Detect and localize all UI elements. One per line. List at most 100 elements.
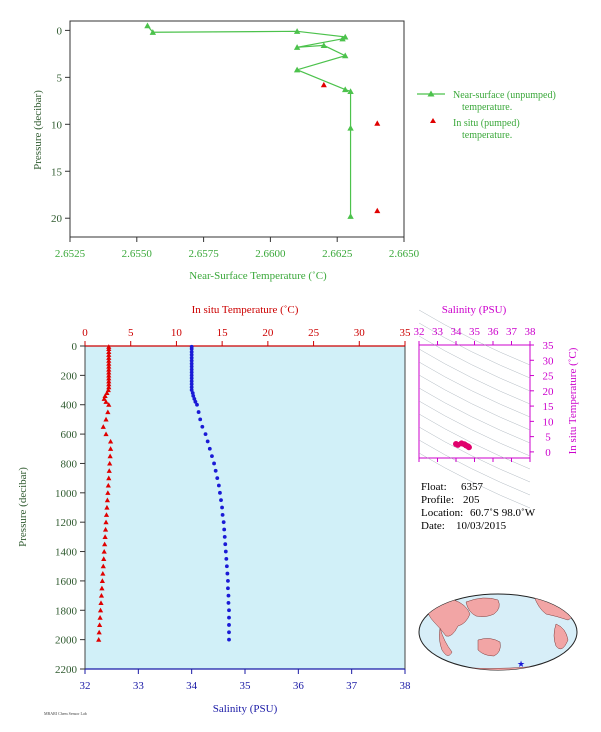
- ts-salinity-ticks: 32 33 34 35 36 37 38: [414, 326, 537, 462]
- main-series-layer: [96, 344, 231, 642]
- salinity-point: [189, 373, 194, 378]
- main-top-tick-label: 20: [262, 327, 274, 339]
- in-situ-temperature-point: [103, 416, 109, 422]
- top-x-tick-label: 2.6625: [322, 248, 353, 260]
- salinity-point: [189, 352, 194, 357]
- ts-y-tick-label: 25: [543, 371, 555, 383]
- date-label: Date:: [421, 520, 445, 532]
- ts-y-tick-label: 35: [543, 340, 555, 352]
- in-situ-temperature-point: [102, 541, 108, 547]
- in-situ-temperature-point: [102, 526, 109, 532]
- in-situ-temperature-point: [107, 460, 113, 466]
- near-surface-temperature-point: [149, 29, 157, 35]
- ts-y-tick-label: 20: [543, 386, 555, 398]
- ts-density-contour: [418, 374, 531, 431]
- in-situ-temperature-point: [106, 346, 112, 352]
- main-top-axis-label: In situ Temperature (˚C): [192, 304, 299, 316]
- in-situ-temperature-point: [320, 81, 327, 88]
- in-situ-temperature-point: [103, 512, 110, 517]
- ts-x-axis-label: Salinity (PSU): [442, 304, 507, 316]
- in-situ-temperature-point: [106, 384, 112, 390]
- near-surface-temperature-point: [347, 213, 354, 219]
- ts-y-tick-label: 10: [543, 416, 555, 428]
- footer-stamp: MBARI Chem Sensor Lab: [44, 711, 87, 716]
- salinity-point: [189, 364, 194, 369]
- salinity-point: [192, 396, 197, 401]
- top-x-tick-label: 2.6525: [55, 248, 86, 260]
- main-bottom-axis-label: Salinity (PSU): [213, 703, 278, 715]
- main-bottom-tick-label: 35: [240, 680, 252, 692]
- main-salinity-ticks: 32 33 34 35 36 37 38: [80, 669, 411, 692]
- main-top-tick-label: 30: [354, 327, 366, 339]
- top-x-tick-label: 2.6575: [188, 248, 219, 260]
- salinity-point: [222, 534, 227, 539]
- top-x-tick-label: 2.6650: [389, 248, 420, 260]
- main-pressure-ticks: 0 200 400 600 800 1000 1200 1400 1600 1800 2000 220…: [55, 341, 85, 676]
- salinity-point: [196, 410, 201, 414]
- top-x-tick-label: 2.6600: [255, 248, 286, 260]
- in-situ-temperature-point: [108, 446, 114, 451]
- salinity-point: [207, 446, 212, 451]
- salinity-point: [189, 370, 194, 375]
- ts-temperature-ticks: 0 5 10 15 20 25 30 35: [530, 340, 554, 459]
- ts-y-tick-label: 5: [545, 432, 551, 444]
- location-label: Location:: [421, 507, 463, 519]
- in-situ-temperature-point: [106, 372, 112, 378]
- salinity-point: [210, 454, 214, 459]
- ts-density-contour: [418, 387, 531, 444]
- salinity-point: [189, 355, 194, 360]
- top-x-ticks: 2.6525 2.6550 2.6575 2.6600 2.6625 2.6650: [55, 237, 420, 260]
- main-y-tick-label: 1200: [55, 517, 78, 529]
- pressure-profile-panel: 0 5 10 15 20 25 30 35 32 33 34 35 36 37 38 0 200 400 600…: [17, 304, 411, 715]
- in-situ-temperature-point: [101, 556, 107, 561]
- salinity-point: [213, 468, 218, 473]
- in-situ-temperature-point: [106, 358, 112, 363]
- main-top-tick-label: 5: [128, 327, 134, 339]
- salinity-point: [227, 608, 231, 613]
- main-y-tick-label: 200: [61, 370, 78, 382]
- salinity-point: [203, 432, 208, 436]
- main-top-tick-label: 10: [171, 327, 183, 339]
- ts-point: [465, 444, 472, 451]
- in-situ-temperature-point: [101, 396, 107, 401]
- in-situ-temperature-point: [106, 402, 112, 407]
- float-location-marker: ★: [517, 659, 525, 669]
- in-situ-temperature-point: [98, 592, 105, 598]
- top-y-ticks: 0 5 10 15 20: [51, 25, 70, 225]
- in-situ-temperature-point: [106, 355, 112, 360]
- salinity-point: [205, 439, 210, 444]
- salinity-point: [225, 571, 230, 576]
- salinity-point: [212, 461, 216, 466]
- ts-density-contour: [418, 400, 531, 457]
- main-y-tick-label: 2200: [55, 664, 78, 676]
- top-x-axis-label: Near-Surface Temperature (˚C): [189, 270, 327, 282]
- near-surface-temperature-point: [293, 44, 301, 50]
- main-y-tick-label: 2000: [55, 635, 78, 647]
- in-situ-temperature-point: [106, 381, 112, 387]
- legend-label-in-situ-1: In situ (pumped): [453, 118, 520, 129]
- main-y-tick-label: 1400: [55, 547, 78, 559]
- ts-y-tick-label: 0: [545, 447, 551, 459]
- salinity-point: [226, 601, 231, 605]
- top-legend: Near-surface (unpumped) temperature. In …: [417, 90, 556, 141]
- top-y-tick-label: 0: [57, 25, 63, 37]
- salinity-point: [189, 382, 194, 387]
- near-surface-temperature-point: [144, 22, 151, 29]
- top-y-tick-label: 15: [51, 166, 63, 178]
- salinity-point: [189, 347, 194, 351]
- salinity-point: [227, 623, 231, 627]
- ts-y-tick-label: 30: [543, 355, 555, 367]
- salinity-point: [227, 615, 231, 620]
- in-situ-temperature-point: [106, 475, 112, 481]
- salinity-point: [224, 564, 229, 569]
- ts-density-contour: [418, 335, 531, 392]
- float-value: 6357: [461, 481, 484, 493]
- legend-label-near-surface-2: temperature.: [462, 102, 512, 113]
- main-y-tick-label: 1800: [55, 605, 78, 617]
- near-surface-temperature-point: [293, 66, 301, 73]
- ts-x-tick-label: 38: [525, 326, 537, 338]
- ts-y-axis-label: In situ Temperature (˚C): [567, 347, 579, 454]
- salinity-point: [218, 490, 222, 495]
- ts-x-tick-label: 34: [451, 326, 463, 338]
